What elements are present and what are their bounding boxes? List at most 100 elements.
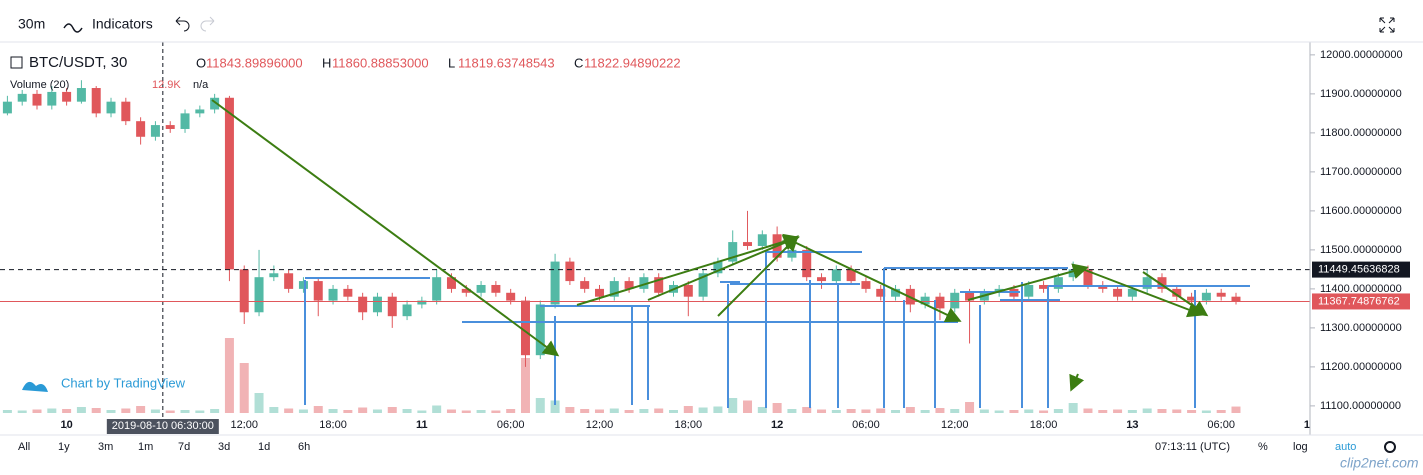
volume-bar bbox=[624, 410, 634, 413]
volume-bar bbox=[802, 407, 812, 413]
indicators-button[interactable]: Indicators bbox=[92, 16, 153, 32]
range-button[interactable]: 3d bbox=[218, 441, 230, 453]
candle-body bbox=[461, 288, 471, 293]
candle-body bbox=[817, 277, 827, 282]
price-axis-bg bbox=[1310, 42, 1423, 435]
volume-bar bbox=[520, 358, 530, 413]
interval-button[interactable]: 30m bbox=[18, 16, 45, 32]
x-tick-label: 06:00 bbox=[852, 419, 880, 431]
candle-body bbox=[1201, 292, 1211, 301]
volume-bar bbox=[62, 409, 72, 413]
volume-bar bbox=[476, 410, 486, 413]
volume-bar bbox=[76, 407, 86, 413]
volume-bar bbox=[17, 410, 27, 413]
watermark[interactable]: Chart by TradingView bbox=[61, 375, 186, 390]
candle-body bbox=[180, 113, 190, 129]
y-tick-label: 11200.00000000 bbox=[1320, 361, 1402, 373]
volume-bar bbox=[979, 409, 989, 413]
ohlc-legend: O 11843.89896000 H 11860.88853000 L 11819.637… bbox=[196, 55, 681, 70]
volume-bar bbox=[121, 408, 131, 413]
x-tick-label: 12:00 bbox=[941, 419, 969, 431]
volume-name: Volume (20) bbox=[10, 79, 69, 91]
volume-bar bbox=[609, 408, 619, 413]
price-label-bg bbox=[1312, 293, 1410, 310]
volume-bar bbox=[565, 407, 575, 413]
x-tick-label: 06:00 bbox=[497, 419, 525, 431]
volume-bar bbox=[506, 409, 516, 413]
candle-body bbox=[210, 97, 220, 110]
candle-body bbox=[683, 284, 693, 297]
candle-body bbox=[639, 277, 649, 289]
volume-bar bbox=[387, 407, 397, 413]
fullscreen-button[interactable] bbox=[1379, 17, 1395, 33]
indicators-icon bbox=[63, 23, 83, 33]
candle-body bbox=[106, 101, 116, 114]
volume-bar bbox=[1039, 410, 1049, 413]
log-button[interactable]: log bbox=[1293, 441, 1308, 453]
percent-button[interactable]: % bbox=[1258, 441, 1268, 453]
volume-bar bbox=[550, 400, 560, 413]
volume-bar bbox=[328, 409, 338, 413]
volume-bar bbox=[535, 398, 545, 413]
candle-body bbox=[1157, 277, 1167, 289]
candle-body bbox=[402, 304, 412, 317]
range-button[interactable]: 1d bbox=[258, 441, 270, 453]
range-button[interactable]: 3m bbox=[98, 441, 113, 453]
volume-bar bbox=[1201, 410, 1211, 413]
candle-body bbox=[62, 91, 72, 102]
volume-bar bbox=[669, 410, 679, 413]
candle-body bbox=[757, 234, 767, 246]
volume-bar bbox=[891, 410, 901, 413]
x-tick-label: 18:00 bbox=[319, 419, 347, 431]
volume-bar bbox=[698, 407, 708, 413]
x-tick-label: 18:00 bbox=[1030, 419, 1058, 431]
candle-body bbox=[1231, 296, 1241, 302]
volume-bar bbox=[372, 409, 382, 413]
candle-body bbox=[950, 292, 960, 309]
volume-bar bbox=[432, 405, 442, 413]
range-button[interactable]: 7d bbox=[178, 441, 190, 453]
volume-bar bbox=[905, 407, 915, 413]
candle-body bbox=[254, 277, 264, 313]
volume-bar bbox=[1216, 410, 1226, 413]
volume-bar bbox=[831, 410, 841, 413]
volume-bar bbox=[683, 406, 693, 413]
collapse-toggle[interactable] bbox=[10, 56, 23, 69]
candle-body bbox=[861, 281, 871, 289]
volume-ma: n/a bbox=[193, 79, 209, 91]
candle-body bbox=[1172, 288, 1182, 297]
candle-body bbox=[224, 97, 234, 270]
candle-body bbox=[32, 93, 42, 106]
ohlc-key: C bbox=[574, 55, 583, 70]
volume-bar bbox=[91, 408, 101, 413]
candle-body bbox=[150, 125, 160, 137]
volume-bar bbox=[1024, 409, 1034, 413]
footer-watermark: clip2net.com bbox=[1340, 455, 1419, 471]
range-button[interactable]: 1y bbox=[58, 441, 70, 453]
settings-button[interactable] bbox=[1384, 441, 1396, 453]
volume-bar bbox=[254, 393, 264, 413]
auto-button[interactable]: auto bbox=[1335, 441, 1356, 453]
drawings bbox=[211, 99, 1250, 408]
candle-body bbox=[624, 281, 634, 289]
range-button[interactable]: All bbox=[18, 441, 30, 453]
undo-button[interactable] bbox=[175, 16, 190, 32]
volume-bar bbox=[2, 410, 12, 413]
range-button[interactable]: 6h bbox=[298, 441, 310, 453]
candle-body bbox=[121, 101, 131, 122]
range-button[interactable]: 1m bbox=[138, 441, 153, 453]
volume-bar bbox=[817, 409, 827, 413]
volume-bar bbox=[1009, 410, 1019, 413]
volume-bar bbox=[210, 409, 220, 413]
redo-button[interactable] bbox=[200, 16, 215, 32]
y-tick-label: 11600.00000000 bbox=[1320, 205, 1402, 217]
candle-body bbox=[1113, 288, 1123, 297]
x-tick-label: 06:00 bbox=[1207, 419, 1235, 431]
volume-bar bbox=[876, 408, 886, 413]
candle-body bbox=[654, 277, 664, 293]
volume-bar bbox=[1083, 408, 1093, 413]
ohlc-value: 11860.88853000 bbox=[332, 55, 429, 70]
volume-bar bbox=[298, 409, 308, 413]
volume-bar bbox=[1142, 408, 1152, 413]
candle-body bbox=[1053, 277, 1063, 289]
